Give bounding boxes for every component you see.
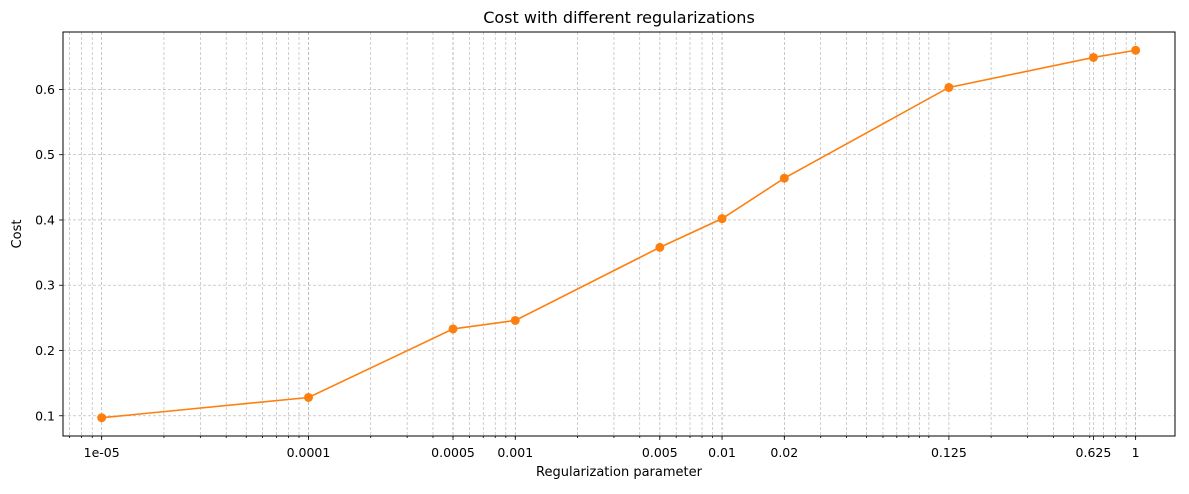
data-point — [944, 82, 954, 92]
x-tick-label: 0.0001 — [287, 445, 331, 460]
x-tick-label: 0.02 — [770, 445, 798, 460]
y-tick-label: 0.6 — [35, 82, 55, 97]
data-point — [1088, 52, 1098, 62]
x-axis-label: Regularization parameter — [536, 465, 703, 480]
data-point — [717, 214, 727, 224]
x-tick-label: 1e-05 — [84, 445, 120, 460]
data-point — [510, 315, 520, 325]
x-tick-label: 0.001 — [497, 445, 533, 460]
y-tick-label: 0.1 — [35, 408, 55, 423]
data-point — [303, 392, 313, 402]
data-point — [655, 242, 665, 252]
data-point — [1131, 45, 1141, 55]
chart-title: Cost with different regularizations — [483, 8, 755, 27]
series-layer — [97, 45, 1141, 423]
series-line — [101, 49, 1136, 419]
data-point — [448, 324, 458, 334]
x-tick-label: 0.125 — [931, 445, 967, 460]
y-tick-label: 0.3 — [35, 278, 55, 293]
x-tick-label: 0.0005 — [431, 445, 475, 460]
plot-frame — [62, 31, 1176, 437]
x-tick-label: 0.005 — [642, 445, 678, 460]
y-axis-label: Cost — [10, 220, 25, 249]
data-point — [779, 173, 789, 183]
y-tick-label: 0.5 — [35, 147, 55, 162]
y-tick-label: 0.2 — [35, 343, 55, 358]
x-tick-label: 0.625 — [1076, 445, 1112, 460]
x-tick-label: 0.01 — [708, 445, 736, 460]
data-point — [97, 413, 107, 423]
x-tick-label: 1 — [1132, 445, 1140, 460]
axis-ticks: 1e-05 0.0001 0.0005 0.001 0.005 0.01 0.02 0.125… — [35, 82, 1140, 460]
y-tick-label: 0.4 — [35, 212, 55, 227]
